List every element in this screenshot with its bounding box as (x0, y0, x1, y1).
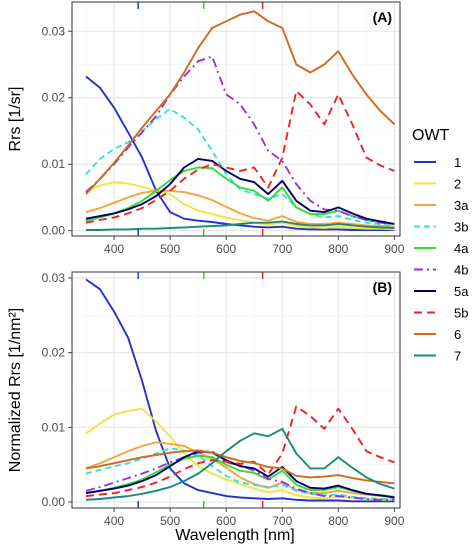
panel-a-tag: (A) (373, 9, 392, 25)
legend-label-5a: 5a (454, 284, 469, 299)
panel-a: 0.00 0.01 0.02 0.03 400 500 600 700 800 900 (A) Rrs… (7, 1, 405, 256)
panel-a-series-6-line (85, 10, 396, 195)
panel-a-x-tick-label: 600 (216, 242, 236, 256)
panel-b-y-axis-title: Normalized Rrs [1/nm²] (7, 308, 24, 472)
panel-b-series-4b-line (85, 450, 395, 501)
legend-label-5b: 5b (454, 306, 468, 321)
panel-b-series-3a-line (85, 441, 395, 498)
panel-b-x-tick-label: 700 (272, 514, 292, 528)
panel-a-series-5b-line (85, 90, 395, 224)
legend-label-4a: 4a (454, 241, 469, 256)
legend-item-7: 7 (414, 349, 461, 364)
panel-a-x-tick-label: 800 (328, 242, 348, 256)
panel-a-y-tick-label: 0.02 (42, 91, 66, 105)
panel-a-series-4b-line (85, 55, 395, 225)
legend-item-4b: 4b (414, 263, 468, 278)
legend-label-2: 2 (454, 177, 461, 192)
panel-b-tag: (B) (373, 279, 392, 295)
panel-a-x-tick-label: 400 (104, 242, 124, 256)
legend-item-3b: 3b (414, 220, 468, 235)
panel-a-x-tick-label: 700 (272, 242, 292, 256)
legend-item-1: 1 (414, 155, 461, 170)
panel-b-series-5a-line (85, 450, 395, 499)
legend-label-3b: 3b (454, 220, 468, 235)
panel-b-series-7-line (85, 427, 395, 501)
panel-a-y-axis-title: Rrs [1/sr] (7, 87, 24, 152)
legend-item-3a: 3a (414, 198, 469, 213)
legend-label-4b: 4b (454, 263, 468, 278)
panel-a-y-tick-label: 0.01 (42, 157, 66, 171)
legend-item-4a: 4a (414, 241, 469, 256)
panel-b-plot-border (71, 271, 401, 509)
panel-a-x-tick-label: 500 (160, 242, 180, 256)
panel-a-plot-border (71, 1, 401, 237)
legend-label-1: 1 (454, 155, 461, 170)
legend-label-6: 6 (454, 327, 461, 342)
panel-b-x-tick-label: 400 (104, 514, 124, 528)
panel-a-series-2-line (85, 181, 395, 231)
legend: OWT 1 2 3a 3b 4a 4b 5a 5b 6 7 (412, 127, 469, 364)
panel-a-series-1-line (85, 75, 395, 231)
panel-b-series-6-line (85, 449, 395, 485)
panel-b-x-tick-label: 800 (328, 514, 348, 528)
panel-a-x-tick-label: 900 (384, 242, 404, 256)
legend-label-3a: 3a (454, 198, 469, 213)
legend-item-5b: 5b (414, 306, 468, 321)
panel-a-y-tick-label: 0.03 (42, 24, 66, 38)
panel-b-y-tick-label: 0.03 (42, 271, 66, 285)
legend-item-2: 2 (414, 177, 461, 192)
panel-b-series-3b-line (85, 447, 395, 500)
panel-a-series-3a-line (85, 189, 395, 228)
panel-b: 0.00 0.01 0.02 0.03 400 500 600 700 800 900 (B) Nor… (7, 271, 405, 528)
panel-a-series-5a-line (85, 157, 395, 225)
panel-a-y-tick-label: 0.00 (42, 224, 66, 238)
legend-item-5a: 5a (414, 284, 469, 299)
panel-b-x-tick-label: 500 (160, 514, 180, 528)
x-axis-title: Wavelength [nm] (175, 527, 294, 544)
panel-b-y-tick-label: 0.00 (42, 495, 66, 509)
panel-b-series-5b-line (85, 405, 395, 498)
panel-b-y-tick-label: 0.01 (42, 420, 66, 434)
legend-label-7: 7 (454, 349, 461, 364)
panel-b-x-tick-label: 900 (384, 514, 404, 528)
panel-a-series-7-line (86, 220, 395, 231)
panel-b-series-4a-line (85, 454, 395, 498)
legend-title: OWT (412, 127, 450, 144)
panel-b-y-tick-label: 0.02 (42, 346, 66, 360)
legend-item-6: 6 (414, 327, 461, 342)
panel-b-series-1-line (85, 278, 395, 503)
panel-b-x-tick-label: 600 (216, 514, 236, 528)
